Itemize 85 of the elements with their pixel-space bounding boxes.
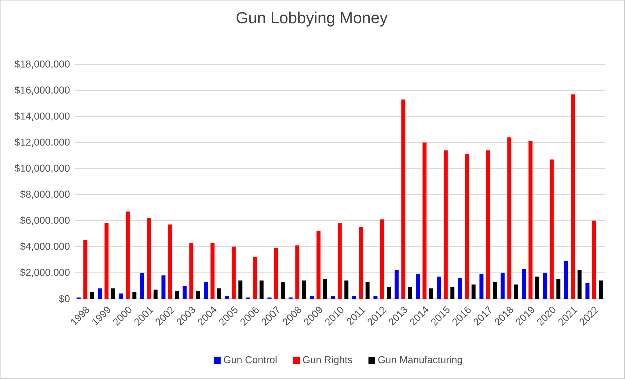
bar bbox=[217, 288, 222, 299]
bar bbox=[210, 242, 215, 299]
bar bbox=[104, 223, 109, 299]
y-tick-label: $6,000,000 bbox=[20, 216, 70, 226]
chart-title: Gun Lobbying Money bbox=[236, 12, 388, 27]
bar bbox=[480, 274, 484, 299]
bar bbox=[316, 231, 321, 299]
bar bbox=[119, 294, 124, 299]
bar bbox=[359, 227, 364, 299]
bar bbox=[132, 292, 137, 299]
bar bbox=[387, 287, 392, 299]
bar bbox=[500, 272, 505, 299]
bar bbox=[281, 282, 286, 299]
bar bbox=[296, 245, 300, 299]
legend-label: Gun Rights bbox=[303, 356, 352, 366]
bar bbox=[592, 220, 596, 299]
bar bbox=[154, 290, 158, 299]
bar bbox=[508, 137, 512, 299]
bar bbox=[196, 291, 200, 299]
bar bbox=[323, 279, 328, 299]
bar bbox=[84, 240, 88, 299]
y-tick-label: $4,000,000 bbox=[20, 242, 70, 252]
bar bbox=[422, 142, 427, 299]
bar bbox=[344, 280, 349, 299]
bar bbox=[458, 278, 463, 299]
bar bbox=[416, 274, 420, 299]
bar bbox=[514, 284, 518, 299]
bar bbox=[238, 280, 243, 299]
bar bbox=[472, 284, 476, 299]
y-tick-label: $16,000,000 bbox=[14, 86, 70, 95]
bar bbox=[528, 141, 533, 299]
bar bbox=[450, 287, 455, 299]
bar bbox=[556, 279, 561, 299]
bar bbox=[147, 218, 152, 299]
bar bbox=[302, 280, 306, 299]
bar bbox=[366, 282, 370, 299]
bar bbox=[444, 150, 448, 299]
y-tick-label: $14,000,000 bbox=[14, 112, 70, 121]
bar bbox=[374, 296, 378, 299]
bar bbox=[586, 283, 590, 299]
bar bbox=[394, 270, 399, 299]
bar bbox=[535, 276, 540, 299]
y-tick-label: $18,000,000 bbox=[14, 60, 70, 69]
bar bbox=[253, 257, 258, 299]
y-tick-label: $8,000,000 bbox=[20, 190, 70, 200]
bar bbox=[331, 296, 336, 299]
bar bbox=[380, 219, 384, 299]
bar bbox=[190, 242, 194, 299]
bar bbox=[274, 248, 278, 299]
bar bbox=[429, 288, 434, 299]
legend-label: Gun Control bbox=[224, 356, 277, 364]
bar bbox=[571, 94, 576, 299]
bar bbox=[338, 223, 342, 299]
bar bbox=[140, 272, 145, 299]
bar bbox=[493, 282, 498, 299]
bar bbox=[111, 288, 116, 299]
legend-label: Gun Manufacturing bbox=[378, 356, 462, 366]
bar bbox=[162, 275, 166, 299]
bar bbox=[599, 280, 604, 299]
y-tick-label: $10,000,000 bbox=[14, 164, 70, 173]
bar bbox=[204, 282, 208, 299]
bar bbox=[232, 246, 236, 299]
bar bbox=[175, 291, 180, 299]
bar bbox=[437, 276, 442, 299]
bar bbox=[126, 212, 130, 299]
bar bbox=[352, 296, 357, 299]
bar bbox=[225, 296, 230, 299]
bar bbox=[90, 292, 94, 299]
bar bbox=[98, 288, 102, 299]
bar bbox=[564, 261, 568, 299]
bar bbox=[168, 224, 172, 299]
bar bbox=[310, 296, 314, 299]
bar bbox=[578, 270, 582, 299]
bar bbox=[260, 280, 264, 299]
bar bbox=[543, 272, 548, 299]
bar bbox=[408, 287, 412, 299]
bar bbox=[522, 268, 526, 299]
bar bbox=[550, 160, 554, 299]
bar bbox=[182, 286, 187, 299]
bar bbox=[465, 154, 470, 299]
y-tick-label: $2,000,000 bbox=[20, 268, 70, 278]
y-tick-label: $0 bbox=[59, 294, 70, 303]
y-tick-label: $12,000,000 bbox=[14, 138, 70, 147]
bar bbox=[402, 100, 406, 299]
bar bbox=[486, 150, 490, 299]
